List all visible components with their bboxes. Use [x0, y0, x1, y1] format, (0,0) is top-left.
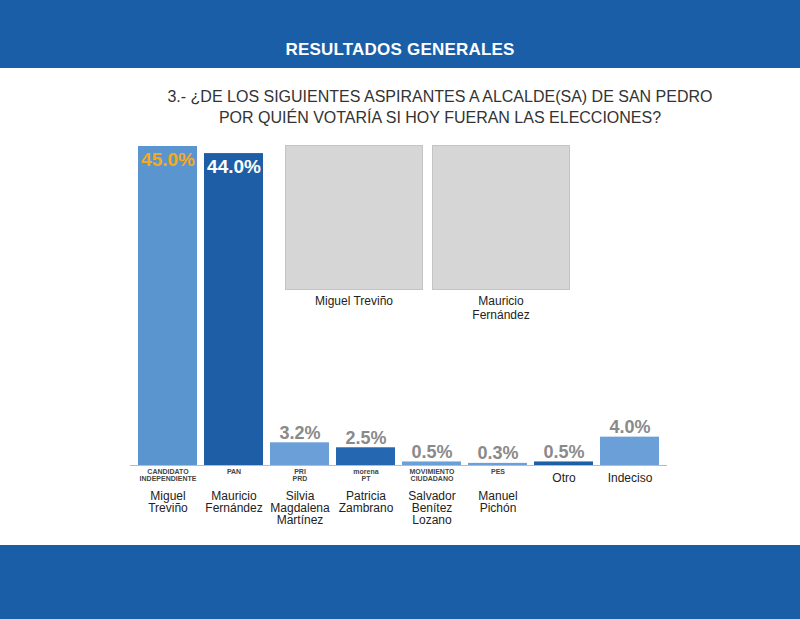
svg-text:0.5%: 0.5% — [411, 442, 452, 462]
svg-text:SilviaMagdalenaMartínez: SilviaMagdalenaMartínez — [270, 489, 330, 527]
svg-text:2.5%: 2.5% — [345, 428, 386, 448]
svg-text:SalvadorBenítezLozano: SalvadorBenítezLozano — [408, 489, 455, 527]
svg-text:PRIPRD: PRIPRD — [293, 468, 308, 482]
svg-text:45.0%: 45.0% — [141, 149, 195, 170]
svg-text:PatriciaZambrano: PatriciaZambrano — [339, 489, 394, 515]
svg-text:MiguelTreviño: MiguelTreviño — [148, 489, 188, 515]
svg-text:0.3%: 0.3% — [477, 443, 518, 463]
svg-text:ManuelPichón: ManuelPichón — [478, 489, 517, 515]
svg-text:MauricioFernández: MauricioFernández — [205, 489, 262, 515]
svg-text:MOVIMIENTOCIUDADANO: MOVIMIENTOCIUDADANO — [410, 468, 456, 482]
html-text:Miguel Treviño: Miguel Treviño — [315, 294, 393, 308]
html-text:Mauricio Fernández: Mauricio Fernández — [472, 294, 530, 322]
svg-text:0.5%: 0.5% — [543, 442, 584, 462]
svg-text:PES: PES — [491, 468, 505, 475]
svg-text:44.0%: 44.0% — [207, 156, 261, 177]
svg-text:PAN: PAN — [227, 468, 241, 475]
svg-text:4.0%: 4.0% — [609, 417, 650, 437]
svg-text:CANDIDATOINDEPENDIENTE: CANDIDATOINDEPENDIENTE — [140, 468, 197, 482]
svg-text:3.2%: 3.2% — [279, 423, 320, 443]
svg-text:Indeciso: Indeciso — [608, 471, 653, 485]
svg-text:Otro: Otro — [552, 471, 576, 485]
svg-text:morenaPT: morenaPT — [353, 468, 378, 482]
html-text:3.- ¿DE LOS SIGUIENTES ASPIRAN: 3.- ¿DE LOS SIGUIENTES ASPIRANTES A ALCA… — [167, 88, 713, 126]
html-text:RESULTADOS GENERALES: RESULTADOS GENERALES — [285, 40, 515, 59]
